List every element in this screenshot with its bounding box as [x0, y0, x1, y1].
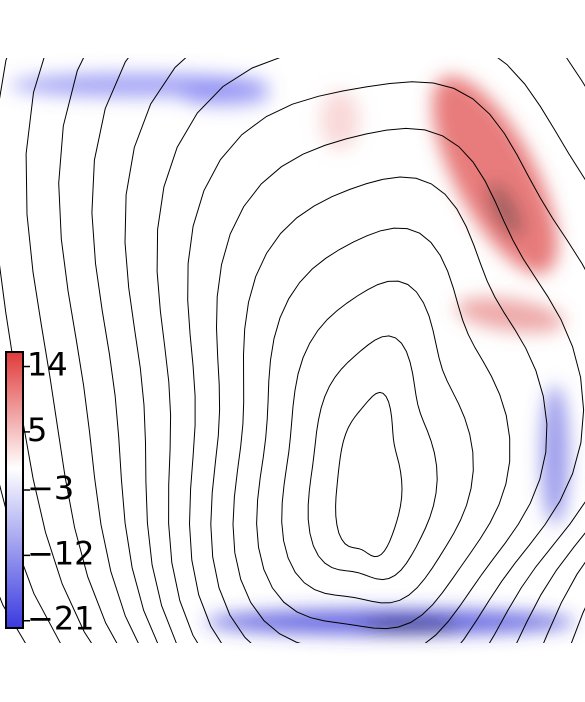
contour — [25, 58, 118, 643]
heatmap — [10, 73, 575, 635]
contour — [187, 81, 585, 643]
colorbar-tick-label: −12 — [27, 534, 95, 572]
contour — [210, 127, 585, 643]
colorbar-ticks: 14 5 −3 −12 −21 — [23, 346, 95, 638]
contour — [156, 58, 585, 643]
contour — [307, 335, 438, 581]
contour — [335, 391, 403, 558]
contour — [256, 227, 511, 630]
contour — [91, 58, 585, 643]
colorbar-tick-label: −21 — [27, 600, 95, 638]
colorbar-tick-label: 14 — [27, 346, 68, 384]
colorbar-tick-label: 5 — [27, 411, 47, 449]
contour — [232, 176, 548, 643]
contour — [124, 58, 585, 643]
contour — [281, 280, 474, 604]
colorbar-tick-label: −3 — [27, 469, 74, 507]
contour — [58, 58, 139, 643]
colorbar — [5, 351, 24, 629]
